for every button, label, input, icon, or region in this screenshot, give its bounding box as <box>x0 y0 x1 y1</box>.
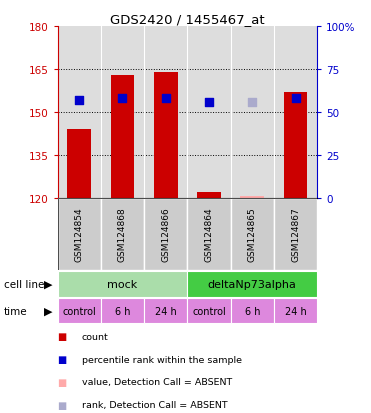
Text: GSM124867: GSM124867 <box>291 207 300 262</box>
Text: GSM124854: GSM124854 <box>75 207 83 261</box>
Bar <box>231 198 274 271</box>
Title: GDS2420 / 1455467_at: GDS2420 / 1455467_at <box>110 13 265 26</box>
Bar <box>154 73 178 198</box>
Text: ■: ■ <box>58 377 67 387</box>
Text: time: time <box>4 306 27 316</box>
Bar <box>111 76 134 198</box>
Bar <box>58 271 187 297</box>
Text: control: control <box>192 306 226 316</box>
Bar <box>231 298 274 324</box>
Point <box>206 99 212 106</box>
Text: ▶: ▶ <box>44 279 52 289</box>
Point <box>119 95 125 102</box>
Point <box>76 97 82 104</box>
Text: value, Detection Call = ABSENT: value, Detection Call = ABSENT <box>82 377 232 387</box>
Text: percentile rank within the sample: percentile rank within the sample <box>82 355 242 364</box>
Text: ■: ■ <box>58 332 67 342</box>
Text: 6 h: 6 h <box>115 306 130 316</box>
Text: ■: ■ <box>58 400 67 410</box>
Bar <box>101 298 144 324</box>
Bar <box>58 298 101 324</box>
Bar <box>58 198 101 271</box>
Text: mock: mock <box>107 279 138 289</box>
Bar <box>240 197 264 198</box>
Text: cell line: cell line <box>4 279 44 289</box>
Bar <box>284 93 308 198</box>
Point <box>293 95 299 102</box>
Text: rank, Detection Call = ABSENT: rank, Detection Call = ABSENT <box>82 400 227 409</box>
Bar <box>144 198 187 271</box>
Point <box>249 99 255 106</box>
Bar <box>274 298 317 324</box>
Text: GSM124864: GSM124864 <box>204 207 213 261</box>
Text: ▶: ▶ <box>44 306 52 316</box>
Bar <box>187 198 231 271</box>
Bar <box>101 198 144 271</box>
Bar <box>197 192 221 198</box>
Bar <box>187 271 317 297</box>
Text: 24 h: 24 h <box>155 306 177 316</box>
Text: 6 h: 6 h <box>244 306 260 316</box>
Text: control: control <box>62 306 96 316</box>
Text: count: count <box>82 332 108 341</box>
Bar <box>144 298 187 324</box>
Bar <box>67 130 91 198</box>
Text: deltaNp73alpha: deltaNp73alpha <box>208 279 297 289</box>
Text: GSM124868: GSM124868 <box>118 207 127 262</box>
Text: GSM124865: GSM124865 <box>248 207 257 262</box>
Text: GSM124866: GSM124866 <box>161 207 170 262</box>
Bar <box>187 298 231 324</box>
Text: 24 h: 24 h <box>285 306 306 316</box>
Point <box>163 95 169 102</box>
Text: ■: ■ <box>58 354 67 364</box>
Bar <box>274 198 317 271</box>
